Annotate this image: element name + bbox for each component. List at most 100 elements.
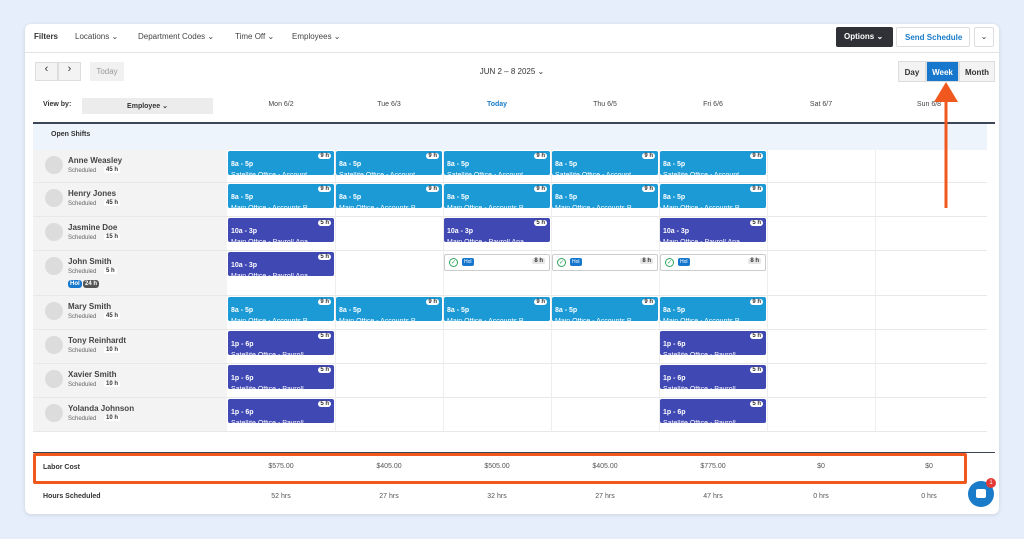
filter-dropdown[interactable]: Locations ⌄: [75, 32, 119, 41]
shift-hours: 9 h: [426, 186, 439, 192]
prev-button[interactable]: ‹: [35, 62, 58, 81]
employee-cell: [33, 217, 227, 250]
employee-name[interactable]: Yolanda Johnson: [68, 404, 135, 413]
annotation-arrow: [934, 82, 958, 208]
col-divider: [659, 296, 660, 330]
filter-dropdown[interactable]: Department Codes ⌄: [138, 32, 215, 41]
employee-name[interactable]: Jasmine Doe: [68, 223, 118, 232]
today-button[interactable]: Today: [90, 62, 124, 81]
shift-chip[interactable]: 10a - 3p Main Office - Payroll Analyst 5 h: [444, 218, 550, 242]
avatar: [45, 370, 63, 388]
timeoff-chip[interactable]: ✓ Hol 8 h: [660, 254, 766, 271]
hours-badge: 10 h: [104, 347, 121, 353]
shift-chip[interactable]: 8a - 5p Satellite Office - Accounts Payab…: [660, 151, 766, 175]
shift-chip[interactable]: 8a - 5p Main Office - Accounts Payable 9 h: [552, 184, 658, 208]
shift-chip[interactable]: 8a - 5p Main Office - Accounts Payable 9 h: [228, 184, 334, 208]
col-divider: [875, 150, 876, 183]
shift-chip[interactable]: 8a - 5p Satellite Office - Accounts Payab…: [444, 151, 550, 175]
shift-chip[interactable]: 1p - 6p Satellite Office - Payroll Accoun…: [660, 331, 766, 355]
col-divider: [875, 364, 876, 398]
shift-hours: 5 h: [534, 220, 547, 226]
shift-chip[interactable]: 8a - 5p Main Office - Accounts Payable 9 h: [444, 297, 550, 321]
shift-time: 8a - 5p: [555, 307, 578, 314]
avatar: [45, 336, 63, 354]
employee-cell: [33, 296, 227, 329]
schedule-card: Filters Locations ⌄ Department Codes ⌄ Time…: [25, 24, 999, 514]
col-divider: [767, 150, 768, 183]
employee-name[interactable]: Anne Weasley: [68, 156, 123, 165]
options-button[interactable]: Options ⌄: [836, 27, 893, 47]
send-schedule-button[interactable]: Send Schedule: [896, 27, 970, 47]
timeoff-chip[interactable]: ✓ Hol 8 h: [552, 254, 658, 271]
shift-hours: 5 h: [750, 367, 763, 373]
shift-chip[interactable]: 10a - 3p Main Office - Payroll Analyst 5 h: [228, 218, 334, 242]
shift-location: Satellite Office - Accounts Payable: [231, 172, 315, 175]
labor-cost-label: Labor Cost: [43, 464, 80, 471]
shift-location: Satellite Office - Payroll Accountant: [231, 352, 315, 355]
shift-location: Main Office - Payroll Analyst: [663, 239, 747, 242]
shift-chip[interactable]: 8a - 5p Main Office - Accounts Payable 9 h: [660, 184, 766, 208]
shift-chip[interactable]: 8a - 5p Satellite Office - Accounts Payab…: [336, 151, 442, 175]
shift-hours: 9 h: [642, 153, 655, 159]
more-button[interactable]: ⌄: [974, 27, 994, 47]
employee-name[interactable]: Mary Smith: [68, 302, 112, 311]
shift-hours: 9 h: [426, 299, 439, 305]
status-badge: 24 h: [83, 280, 100, 288]
shift-chip[interactable]: 8a - 5p Main Office - Accounts Payable 9 h: [228, 297, 334, 321]
avatar: [45, 156, 63, 174]
shift-chip[interactable]: 8a - 5p Main Office - Accounts Payable 9 h: [336, 184, 442, 208]
col-divider: [551, 398, 552, 432]
avatar: [45, 404, 63, 422]
labor-cost: $405.00: [376, 463, 402, 470]
employee-name[interactable]: Xavier Smith: [68, 370, 117, 379]
shift-hours: 9 h: [642, 186, 655, 192]
filter-dropdown[interactable]: Employees ⌄: [292, 32, 341, 41]
hours-badge: 45 h: [104, 167, 121, 173]
col-divider: [443, 150, 444, 183]
shift-chip[interactable]: 8a - 5p Main Office - Accounts Payable 9 h: [336, 297, 442, 321]
view-toggle[interactable]: Week: [926, 61, 959, 82]
scheduled-label: Scheduled: [68, 168, 97, 174]
shift-hours: 9 h: [426, 153, 439, 159]
view-by-dropdown[interactable]: Employee ⌄: [82, 98, 213, 114]
row-divider: [33, 295, 987, 296]
shift-time: 8a - 5p: [663, 194, 686, 201]
hours-scheduled: 47 hrs: [703, 493, 723, 500]
shift-chip[interactable]: 8a - 5p Main Office - Accounts Payable 9 h: [660, 297, 766, 321]
next-button[interactable]: ›: [58, 62, 81, 81]
view-toggle[interactable]: Day: [898, 61, 926, 82]
row-divider: [33, 250, 987, 251]
shift-time: 10a - 3p: [663, 228, 690, 235]
shift-hours: 5 h: [318, 254, 331, 260]
shift-chip[interactable]: 8a - 5p Satellite Office - Accounts Payab…: [552, 151, 658, 175]
shift-time: 8a - 5p: [231, 161, 254, 168]
shift-time: 8a - 5p: [663, 161, 686, 168]
employee-name[interactable]: John Smith: [68, 257, 112, 266]
shift-chip[interactable]: 8a - 5p Main Office - Accounts Payable 9 h: [444, 184, 550, 208]
employee-cell: [33, 398, 227, 431]
timeoff-chip[interactable]: ✓ Hol 8 h: [444, 254, 550, 271]
shift-chip[interactable]: 1p - 6p Satellite Office - Payroll Accoun…: [228, 399, 334, 423]
employee-name[interactable]: Tony Reinhardt: [68, 336, 127, 345]
view-toggle[interactable]: Month: [959, 61, 995, 82]
shift-time: 8a - 5p: [447, 161, 470, 168]
shift-chip[interactable]: 8a - 5p Satellite Office - Accounts Payab…: [228, 151, 334, 175]
employee-name[interactable]: Henry Jones: [68, 189, 117, 198]
shift-chip[interactable]: 8a - 5p Main Office - Accounts Payable 9 h: [552, 297, 658, 321]
annotation-box: [33, 453, 967, 484]
shift-chip[interactable]: 1p - 6p Satellite Office - Payroll Accoun…: [660, 365, 766, 389]
chat-button[interactable]: 1: [968, 478, 996, 507]
shift-chip[interactable]: 1p - 6p Satellite Office - Payroll Accoun…: [228, 331, 334, 355]
shift-chip[interactable]: 10a - 3p Main Office - Payroll Analyst 5 h: [660, 218, 766, 242]
day-header: Fri 6/6: [703, 101, 723, 108]
shift-chip[interactable]: 1p - 6p Satellite Office - Payroll Accoun…: [660, 399, 766, 423]
col-divider: [551, 150, 552, 183]
filter-dropdown[interactable]: Time Off ⌄: [235, 32, 275, 41]
shift-location: Satellite Office - Payroll Accountant: [663, 420, 747, 423]
shift-time: 1p - 6p: [663, 375, 686, 382]
shift-location: Main Office - Accounts Payable: [555, 318, 639, 321]
row-divider: [33, 431, 987, 432]
shift-chip[interactable]: 10a - 3p Main Office - Payroll Analyst 5 h: [228, 252, 334, 276]
shift-chip[interactable]: 1p - 6p Satellite Office - Payroll Accoun…: [228, 365, 334, 389]
date-range[interactable]: JUN 2 – 8 2025 ⌄: [479, 67, 545, 76]
